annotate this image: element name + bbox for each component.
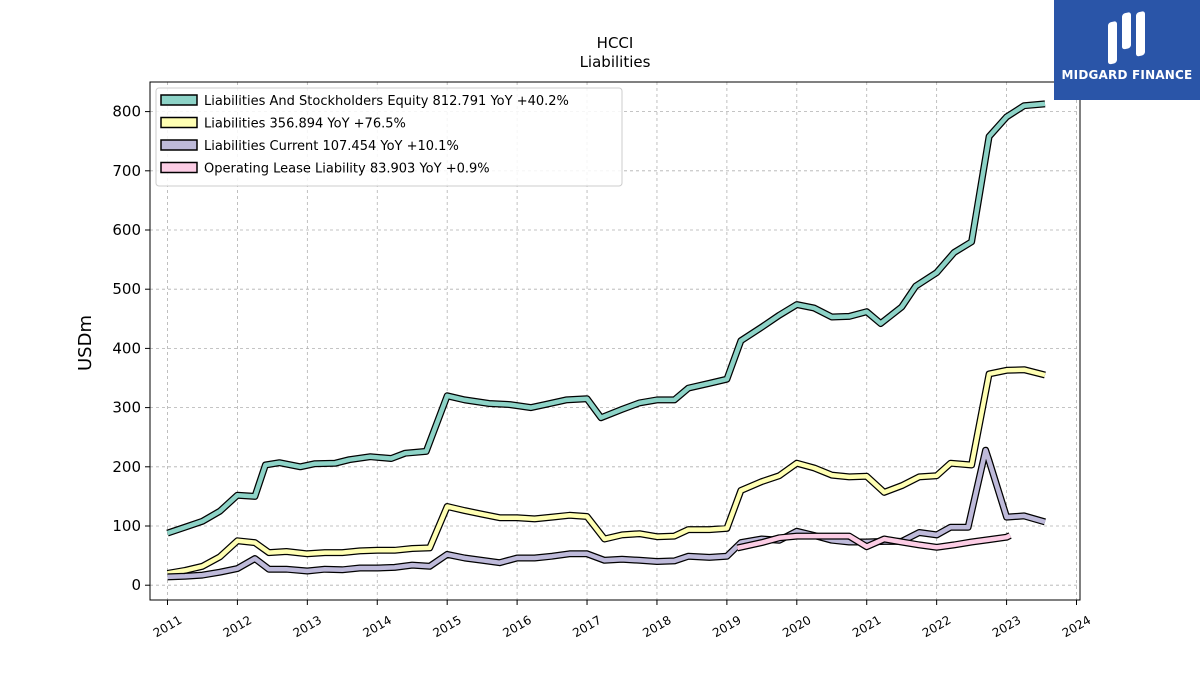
y-axis-label: USDm [75, 315, 96, 371]
legend-label: Liabilities 356.894 YoY +76.5% [204, 117, 406, 132]
legend-box [155, 87, 623, 187]
y-tick-label: 100 [112, 517, 141, 535]
x-tick-label: 2013 [291, 613, 324, 640]
logo-text: MIDGARD FINANCE [1061, 68, 1193, 82]
y-tick-label: 400 [112, 339, 141, 357]
y-tick-label: 500 [112, 280, 141, 298]
midgard-logo-icon [1108, 11, 1145, 65]
x-tick-label: 2024 [1060, 613, 1093, 640]
x-tick-label: 2015 [430, 613, 463, 640]
x-tick-label: 2014 [361, 613, 394, 640]
x-tick-label: 2021 [850, 613, 883, 640]
plot-frame [149, 81, 1081, 601]
y-tick-label: 800 [112, 103, 141, 121]
series-layer [166, 100, 1046, 581]
x-tick-label: 2023 [990, 613, 1023, 640]
x-tick-label: 2016 [500, 613, 533, 640]
x-tick-label: 2019 [710, 613, 743, 640]
x-tick-label: 2012 [221, 613, 254, 640]
series-liabilities [166, 366, 1046, 577]
series-line [167, 367, 1046, 576]
chart-title: HCCI [597, 34, 634, 52]
brand-logo: MIDGARD FINANCE [1054, 0, 1200, 100]
series-line [167, 447, 1046, 580]
series-line [736, 533, 1012, 551]
legend-label: Liabilities And Stockholders Equity 812.… [204, 94, 569, 109]
y-tick-label: 0 [131, 576, 141, 594]
legend-label: Operating Lease Liability 83.903 YoY +0.… [204, 162, 490, 177]
legend-swatch [160, 161, 198, 174]
series-line [166, 101, 1046, 536]
x-tick-label: 2022 [920, 613, 953, 640]
series-operating-lease-liability [736, 532, 1012, 552]
legend-swatch [160, 116, 198, 129]
legend-label: Liabilities Current 107.454 YoY +10.1% [204, 139, 459, 154]
x-tick-label: 2017 [570, 613, 603, 640]
legend-swatch [160, 94, 198, 106]
legend-swatch [160, 139, 198, 151]
chart-subtitle: Liabilities [580, 53, 651, 71]
y-tick-label: 700 [112, 162, 141, 180]
y-tick-label: 200 [112, 458, 141, 476]
y-tick-label: 600 [112, 221, 141, 239]
x-tick-label: 2020 [780, 613, 813, 640]
y-tick-label: 300 [112, 399, 141, 417]
x-tick-label: 2011 [151, 613, 184, 640]
series-liabilities-and-stockholders-equity [166, 100, 1046, 537]
legend: Liabilities And Stockholders Equity 812.… [155, 87, 623, 187]
series-liabilities-current [167, 446, 1046, 581]
x-tick-label: 2018 [640, 613, 673, 640]
